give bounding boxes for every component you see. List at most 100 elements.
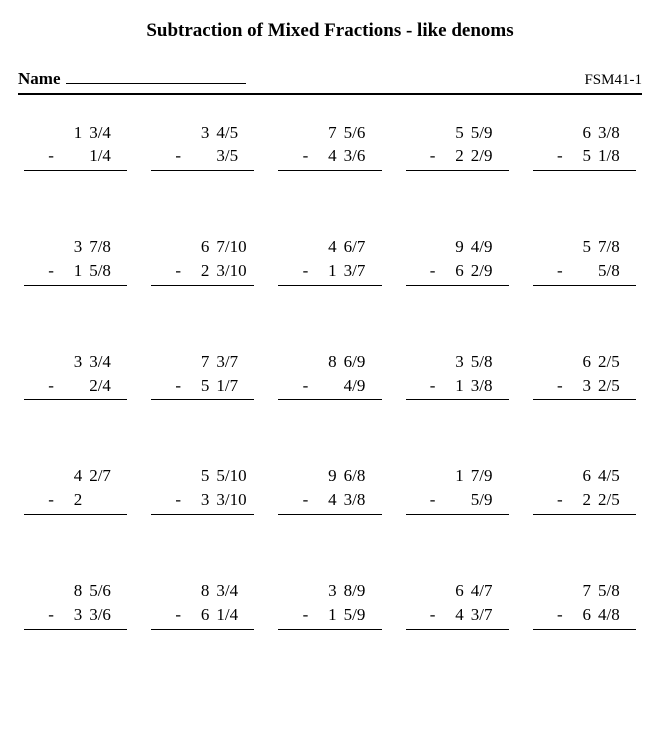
- minuend-whole: 8: [189, 579, 216, 603]
- minuend-whole: 4: [62, 464, 89, 488]
- subtrahend-fraction: 2/9: [471, 144, 509, 168]
- subtrahend-fraction: 2/5: [598, 488, 636, 512]
- sign-placeholder: [557, 464, 571, 488]
- subtrahend-fraction: 3/10: [216, 259, 254, 283]
- subtrahend-row: -64/8: [533, 603, 636, 627]
- subtrahend-whole: [62, 374, 89, 398]
- problem-rule: [278, 285, 381, 286]
- sign-placeholder: [303, 121, 317, 145]
- subtrahend-row: -5/9: [406, 488, 509, 512]
- problem: 64/7-43/7: [406, 579, 509, 630]
- subtrahend-whole: 3: [189, 488, 216, 512]
- subtrahend-whole: 1: [317, 603, 344, 627]
- subtrahend-fraction: 3/8: [471, 374, 509, 398]
- sign-placeholder: [175, 235, 189, 259]
- minuend-fraction: 5/9: [471, 121, 509, 145]
- problem: 55/10-33/10: [151, 464, 254, 515]
- problem: 33/4-2/4: [24, 350, 127, 401]
- minuend-fraction: 3/4: [216, 579, 254, 603]
- minuend-whole: 8: [62, 579, 89, 603]
- subtrahend-row: -33/10: [151, 488, 254, 512]
- minuend-fraction: 3/7: [216, 350, 254, 374]
- problem: 64/5-22/5: [533, 464, 636, 515]
- minuend-whole: 9: [317, 464, 344, 488]
- subtrahend-whole: 6: [189, 603, 216, 627]
- minuend-fraction: 4/5: [598, 464, 636, 488]
- sign-placeholder: [175, 464, 189, 488]
- minus-sign: -: [175, 603, 189, 627]
- subtrahend-fraction: 3/7: [344, 259, 382, 283]
- minuend-fraction: 4/9: [471, 235, 509, 259]
- subtrahend-row: -32/5: [533, 374, 636, 398]
- minus-sign: -: [175, 259, 189, 283]
- problem-rule: [533, 514, 636, 515]
- subtrahend-row: -62/9: [406, 259, 509, 283]
- minuend-fraction: 6/7: [344, 235, 382, 259]
- problem: 67/10-23/10: [151, 235, 254, 286]
- problem: 57/8-5/8: [533, 235, 636, 286]
- minuend-whole: 3: [444, 350, 471, 374]
- minus-sign: -: [48, 488, 62, 512]
- subtrahend-fraction: 3/10: [216, 488, 254, 512]
- sign-placeholder: [430, 235, 444, 259]
- minus-sign: -: [175, 488, 189, 512]
- minuend-fraction: 5/8: [598, 579, 636, 603]
- sign-placeholder: [303, 350, 317, 374]
- subtrahend-row: -51/8: [533, 144, 636, 168]
- problem-rule: [24, 514, 127, 515]
- problem-rule: [151, 629, 254, 630]
- subtrahend-fraction: 1/8: [598, 144, 636, 168]
- minuend-row: 75/6: [278, 121, 381, 145]
- subtrahend-fraction: 3/5: [216, 144, 254, 168]
- minuend-whole: 7: [189, 350, 216, 374]
- worksheet-code: FSM41-1: [584, 72, 642, 89]
- sign-placeholder: [430, 350, 444, 374]
- minuend-whole: 3: [317, 579, 344, 603]
- subtrahend-fraction: 3/6: [89, 603, 127, 627]
- problem-rule: [406, 514, 509, 515]
- minuend-whole: 5: [571, 235, 598, 259]
- minus-sign: -: [557, 603, 571, 627]
- minuend-row: 37/8: [24, 235, 127, 259]
- problem: 37/8-15/8: [24, 235, 127, 286]
- minus-sign: -: [48, 259, 62, 283]
- subtrahend-whole: 2: [189, 259, 216, 283]
- subtrahend-row: -5/8: [533, 259, 636, 283]
- minuend-row: 83/4: [151, 579, 254, 603]
- problem: 38/9-15/9: [278, 579, 381, 630]
- minus-sign: -: [430, 144, 444, 168]
- subtrahend-row: -33/6: [24, 603, 127, 627]
- minuend-whole: 4: [317, 235, 344, 259]
- subtrahend-fraction: 5/8: [89, 259, 127, 283]
- problem: 13/4-1/4: [24, 121, 127, 172]
- subtrahend-whole: 2: [62, 488, 89, 512]
- subtrahend-row: -15/9: [278, 603, 381, 627]
- subtrahend-fraction: [89, 488, 127, 512]
- minus-sign: -: [303, 259, 317, 283]
- minuend-row: 75/8: [533, 579, 636, 603]
- problem: 46/7-13/7: [278, 235, 381, 286]
- subtrahend-whole: [189, 144, 216, 168]
- subtrahend-fraction: 3/7: [471, 603, 509, 627]
- subtrahend-fraction: 1/4: [89, 144, 127, 168]
- sign-placeholder: [48, 464, 62, 488]
- minuend-whole: 3: [62, 350, 89, 374]
- minuend-row: 35/8: [406, 350, 509, 374]
- sign-placeholder: [430, 121, 444, 145]
- minuend-whole: 6: [571, 464, 598, 488]
- minus-sign: -: [430, 488, 444, 512]
- minus-sign: -: [430, 603, 444, 627]
- subtrahend-whole: 5: [571, 144, 598, 168]
- minuend-fraction: 5/6: [344, 121, 382, 145]
- minuend-row: 64/7: [406, 579, 509, 603]
- problem-rule: [406, 399, 509, 400]
- minuend-whole: 6: [189, 235, 216, 259]
- sign-placeholder: [48, 121, 62, 145]
- minus-sign: -: [430, 259, 444, 283]
- minus-sign: -: [303, 374, 317, 398]
- minus-sign: -: [430, 374, 444, 398]
- subtrahend-fraction: 5/9: [344, 603, 382, 627]
- minuend-fraction: 5/8: [471, 350, 509, 374]
- sign-placeholder: [430, 464, 444, 488]
- minus-sign: -: [175, 374, 189, 398]
